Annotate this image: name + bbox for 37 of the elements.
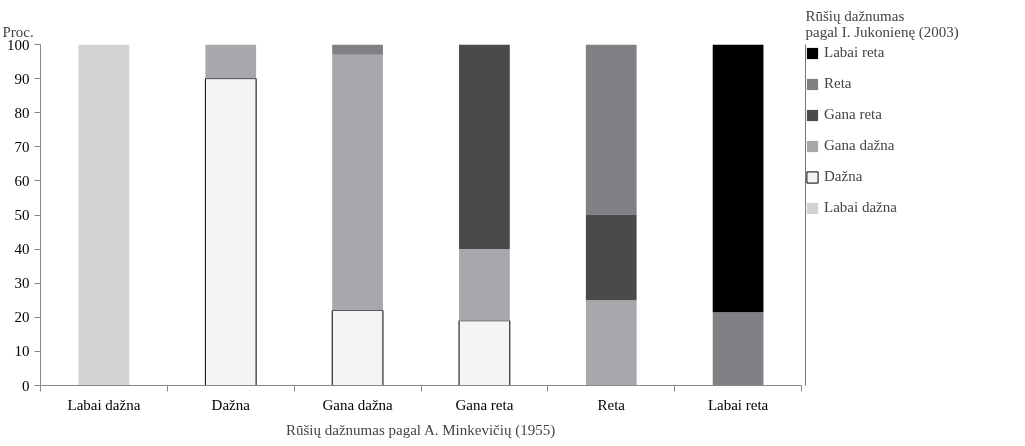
- legend-label: Dažna: [824, 168, 863, 185]
- y-tick-label: 20: [14, 309, 30, 326]
- y-tick-label: 30: [14, 275, 30, 292]
- legend-title: Rūšių dažnumas pagal I. Jukonienę (2003): [805, 7, 959, 41]
- x-tick-label: Labai dažna: [67, 396, 141, 413]
- x-tick-label: Reta: [597, 396, 626, 413]
- bar: [712, 44, 764, 313]
- y-tick-label: 0: [22, 377, 30, 394]
- x-axis-title: Rūšių dažnumas pagal A. Minkevičių (1955): [286, 421, 556, 439]
- bar: [459, 249, 510, 321]
- x-tick-label: Dažna: [211, 396, 251, 413]
- bar: [204, 78, 257, 386]
- legend-label: Reta: [824, 75, 852, 92]
- y-tick-label: 50: [14, 207, 30, 223]
- x-tick-label: Gana reta: [455, 396, 514, 413]
- legend-label: Labai reta: [824, 44, 885, 61]
- bar: [585, 44, 637, 215]
- bar: [458, 320, 511, 386]
- y-tick-label: 80: [14, 104, 30, 121]
- bar: [332, 54, 383, 311]
- bar: [78, 44, 130, 386]
- y-tick-label: 10: [14, 343, 30, 360]
- y-tick-label: 70: [14, 138, 30, 155]
- x-tick-label: Gana dažna: [322, 396, 394, 413]
- legend-label: Labai dažna: [824, 199, 897, 216]
- bar: [585, 300, 637, 386]
- bar: [585, 215, 637, 301]
- x-tick-label: Labai reta: [707, 396, 769, 413]
- y-tick-label: 90: [14, 70, 30, 87]
- y-tick-label: 40: [14, 241, 30, 258]
- bar: [205, 44, 257, 79]
- bar: [331, 309, 384, 386]
- legend-label: Gana reta: [824, 106, 882, 123]
- legend-label: Gana dažna: [824, 137, 895, 154]
- bar: [332, 44, 383, 55]
- bar: [459, 44, 510, 250]
- y-tick-label: 60: [14, 172, 30, 189]
